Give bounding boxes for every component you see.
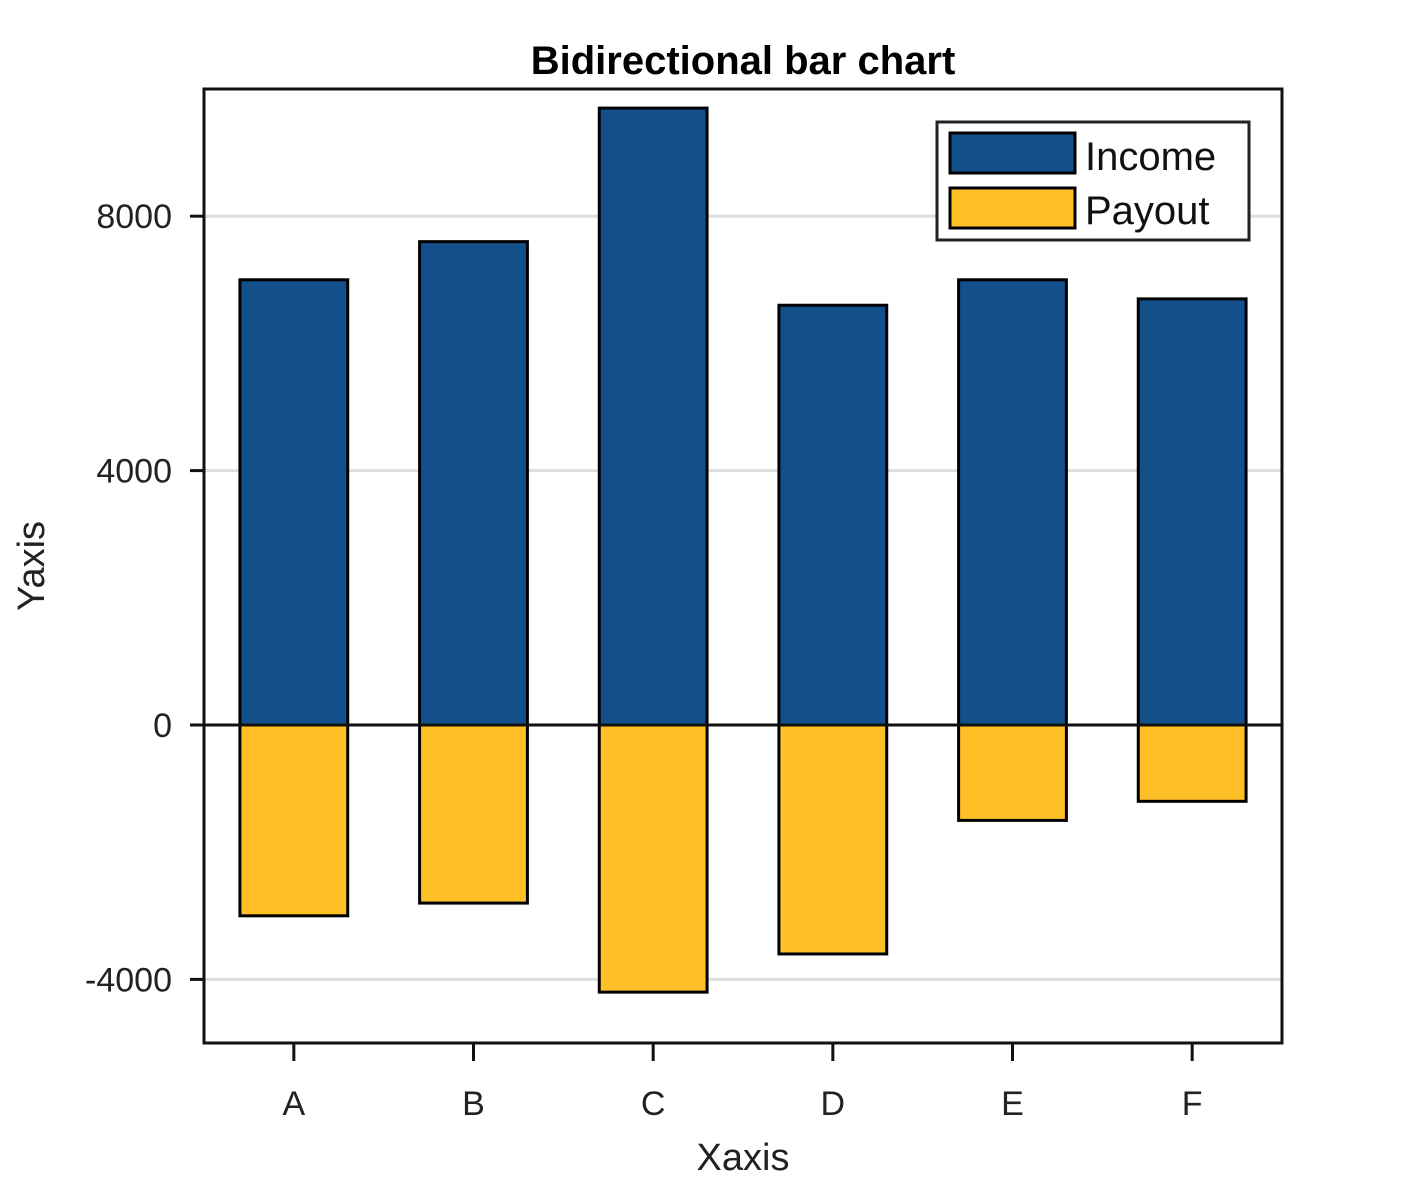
y-tick-label-0: 0 — [153, 707, 172, 745]
legend-label-payout: Payout — [1085, 189, 1210, 233]
legend: Income Payout — [935, 120, 1251, 242]
legend-swatch-payout — [948, 186, 1077, 230]
x-tick-label-c: C — [641, 1085, 666, 1123]
bar-income-f — [1136, 297, 1248, 727]
bar-income-b — [418, 240, 529, 727]
bar-payout-b — [418, 723, 529, 905]
bar-payout-e — [957, 723, 1068, 822]
legend-label-income: Income — [1085, 135, 1216, 179]
bar-income-d — [777, 303, 889, 727]
legend-swatch-income — [948, 131, 1077, 175]
x-tick-label-e: E — [1001, 1085, 1024, 1123]
bar-payout-f — [1136, 723, 1248, 803]
x-tick-label-a: A — [282, 1085, 305, 1123]
y-axis-ticks: -4000 0 4000 8000 — [85, 198, 204, 999]
x-tick-label-f: F — [1182, 1085, 1203, 1123]
y-axis-title: Yaxis — [11, 521, 53, 611]
x-tick-label-d: D — [821, 1085, 846, 1123]
bar-payout-d — [777, 723, 889, 956]
bar-payout-c — [597, 723, 709, 994]
y-tick-label-4000: 4000 — [96, 453, 172, 491]
bar-income-e — [957, 278, 1068, 727]
chart-title: Bidirectional bar chart — [531, 39, 956, 83]
x-axis-title: Xaxis — [697, 1137, 790, 1179]
bar-income-c — [597, 106, 709, 727]
bar-income-a — [238, 278, 350, 727]
y-tick-label-8000: 8000 — [96, 198, 172, 236]
bar-payout-a — [238, 723, 350, 918]
x-axis-ticks: A B C D E F — [282, 1043, 1203, 1123]
bars — [238, 106, 1248, 994]
x-tick-label-b: B — [462, 1085, 485, 1123]
plot-frame — [202, 87, 1284, 1045]
y-tick-label--4000: -4000 — [85, 961, 172, 999]
